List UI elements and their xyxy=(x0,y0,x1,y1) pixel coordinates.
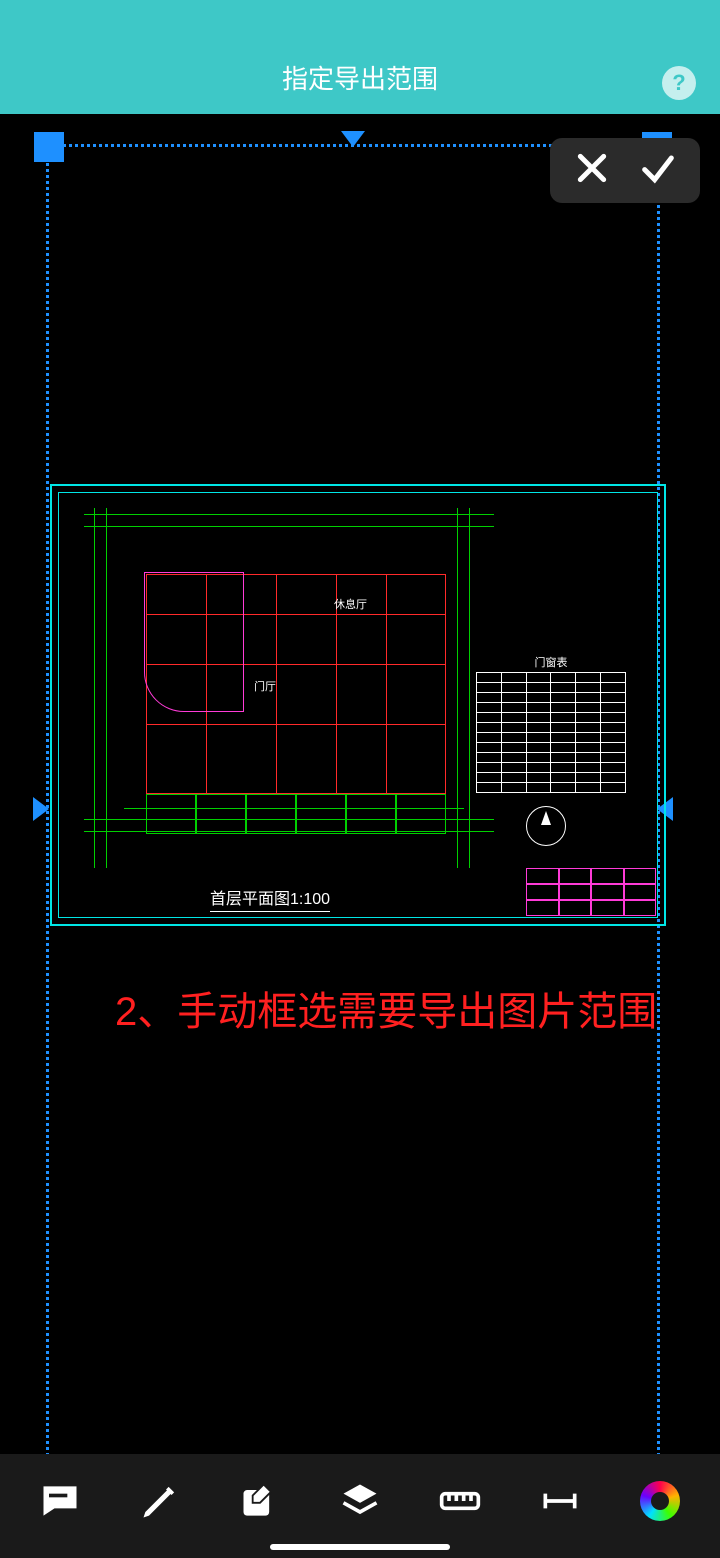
room-grid xyxy=(146,574,446,794)
dimension-tool[interactable] xyxy=(532,1473,588,1529)
handle-top[interactable] xyxy=(341,131,365,147)
ruler-icon xyxy=(438,1479,482,1523)
color-wheel-tool[interactable] xyxy=(632,1473,688,1529)
comment-tool[interactable] xyxy=(32,1473,88,1529)
home-indicator xyxy=(270,1544,450,1550)
pencil-icon xyxy=(138,1479,182,1523)
handle-left[interactable] xyxy=(33,797,49,821)
help-icon: ? xyxy=(672,70,685,96)
schedule-title: 门窗表 xyxy=(476,654,626,670)
plan-title: 首层平面图1:100 xyxy=(210,885,330,912)
layers-icon xyxy=(338,1479,382,1523)
room-label-lounge: 休息厅 xyxy=(334,596,367,612)
measure-tool[interactable] xyxy=(432,1473,488,1529)
color-wheel-icon xyxy=(640,1481,680,1521)
confirm-button[interactable] xyxy=(638,148,678,193)
edit-tool[interactable] xyxy=(232,1473,288,1529)
header-bar: 指定导出范围 ? xyxy=(0,0,720,114)
edit-square-icon xyxy=(238,1479,282,1523)
header-title: 指定导出范围 xyxy=(282,59,438,96)
room-label-lobby: 门厅 xyxy=(254,678,276,694)
canvas-viewport[interactable]: 休息厅 门厅 首层平面图1:100 门窗表 xyxy=(0,114,720,1454)
action-pill xyxy=(550,138,700,203)
floor-plan: 休息厅 门厅 xyxy=(84,508,494,868)
cad-drawing: 休息厅 门厅 首层平面图1:100 门窗表 xyxy=(50,484,666,926)
check-icon xyxy=(638,148,678,188)
north-compass xyxy=(526,806,566,846)
close-icon xyxy=(572,148,612,188)
dimension-icon xyxy=(538,1479,582,1523)
title-block xyxy=(526,868,656,916)
schedule-table xyxy=(476,672,626,793)
instruction-overlay: 2、手动框选需要导出图片范围 xyxy=(115,984,660,1040)
layers-tool[interactable] xyxy=(332,1473,388,1529)
handle-top-left[interactable] xyxy=(34,132,64,162)
bottom-toolbar xyxy=(0,1454,720,1558)
door-schedule: 门窗表 xyxy=(476,654,626,793)
pencil-tool[interactable] xyxy=(132,1473,188,1529)
close-button[interactable] xyxy=(572,148,612,193)
comment-icon xyxy=(38,1479,82,1523)
help-button[interactable]: ? xyxy=(662,66,696,100)
